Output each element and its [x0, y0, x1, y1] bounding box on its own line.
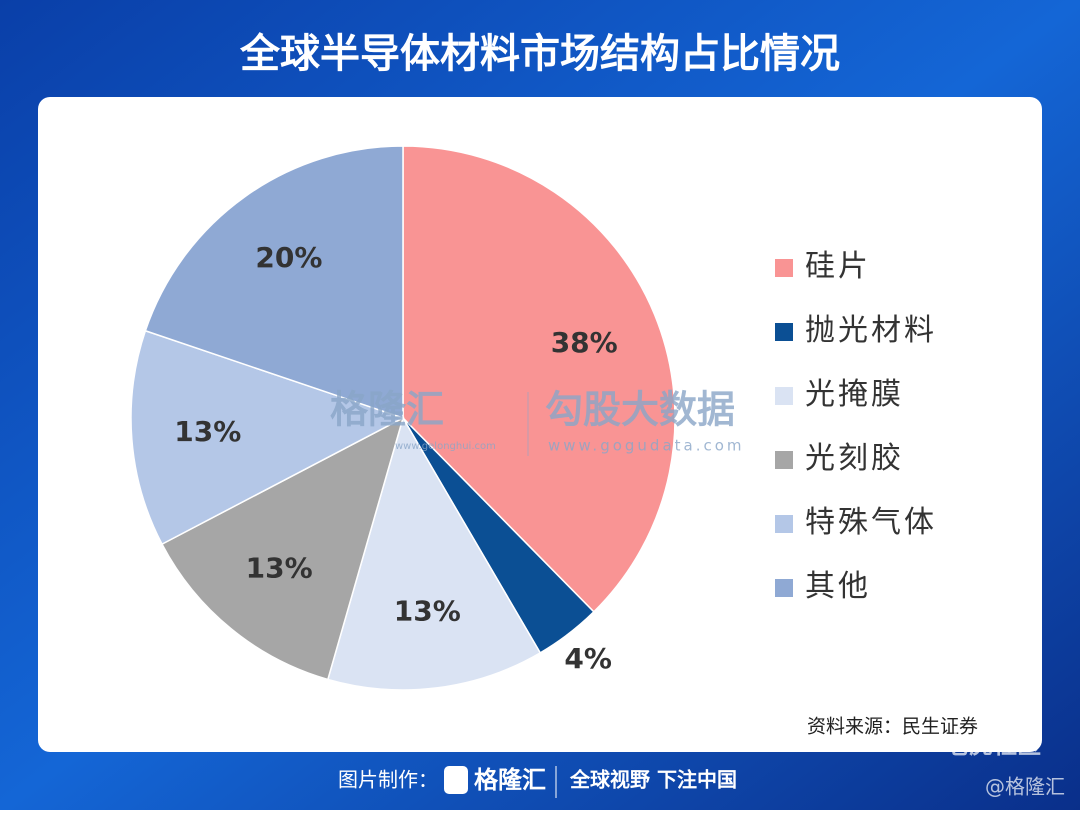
pie-slice	[144, 145, 404, 420]
data-label: 13%	[394, 594, 461, 627]
pie-slice	[402, 145, 676, 613]
footer-made-by: 图片制作：	[338, 768, 438, 792]
data-label: 38%	[551, 326, 618, 359]
watermark-url: www.gelonghui.com	[395, 441, 496, 452]
footer-slogan: 全球视野 下注中国	[569, 768, 737, 792]
legend-swatch	[775, 259, 793, 277]
corner-handle: @格隆汇	[985, 775, 1065, 799]
legend-label: 特殊气体	[805, 505, 937, 540]
legend-label: 其他	[805, 569, 871, 604]
legend-swatch	[775, 387, 793, 405]
data-label: 13%	[246, 552, 313, 585]
chart-title: 全球半导体材料市场结构占比情况	[239, 31, 840, 77]
footer-brand: 格隆汇	[474, 766, 546, 794]
legend-swatch	[775, 451, 793, 469]
data-label: 4%	[564, 642, 612, 675]
watermark-partner: 勾股大数据	[545, 388, 735, 432]
legend-label: 硅片	[805, 249, 871, 284]
legend-swatch	[775, 323, 793, 341]
pie: 38% 4% 13% 13% 13% 20%	[130, 145, 676, 691]
pie-slice	[130, 329, 405, 546]
legend-label: 抛光材料	[805, 313, 937, 348]
data-label: 20%	[255, 241, 322, 274]
legend-label: 光掩膜	[805, 377, 904, 412]
legend-swatch	[775, 515, 793, 533]
corner-community: 老虎社区	[945, 731, 1041, 759]
watermark-brand: 格隆汇	[330, 388, 444, 432]
data-label: 13%	[174, 415, 241, 448]
watermark-partner-url: www.gogudata.com	[548, 437, 745, 455]
pie-slice	[326, 416, 542, 691]
source-note: 资料来源：民生证券	[807, 716, 978, 738]
footer-logo	[444, 766, 468, 794]
legend-swatch	[775, 579, 793, 597]
pie-slice	[160, 416, 405, 681]
legend-label: 光刻胶	[805, 441, 904, 476]
